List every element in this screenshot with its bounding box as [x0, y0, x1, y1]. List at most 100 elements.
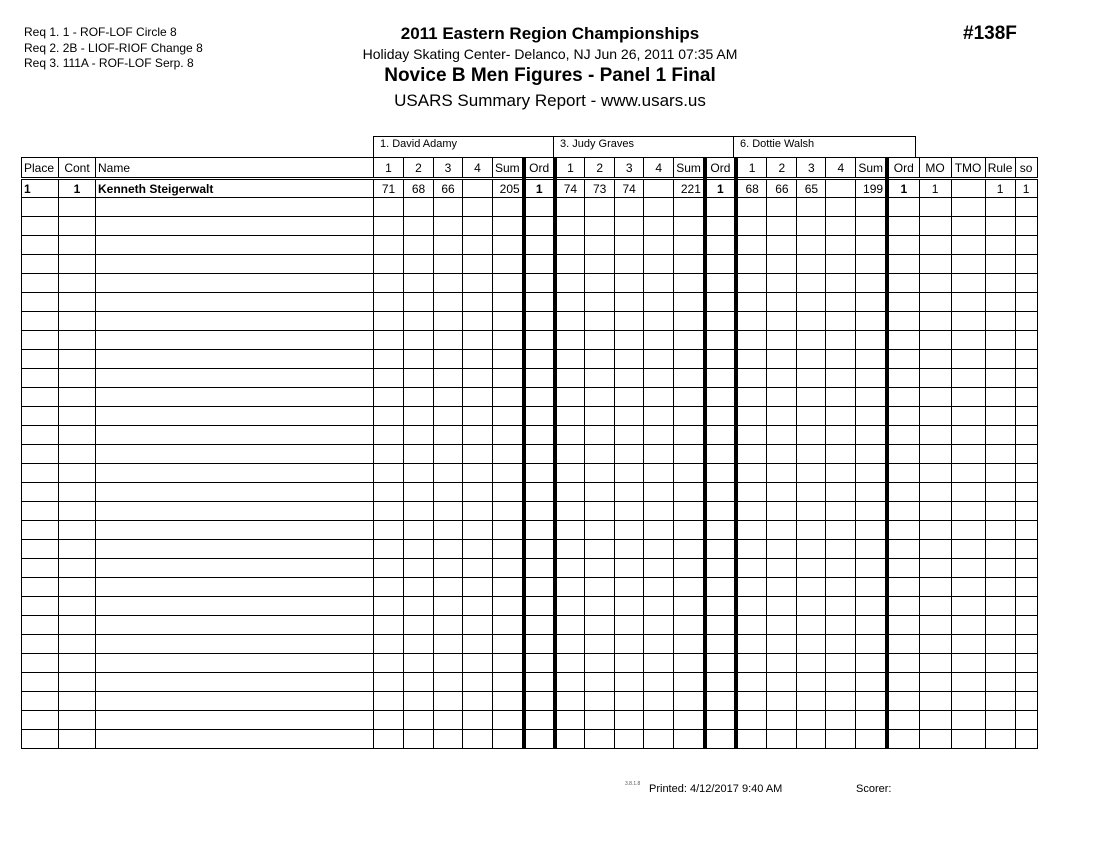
table-cell: [95, 254, 374, 274]
table-cell: [433, 710, 463, 730]
table-cell: [796, 349, 827, 369]
column-header: 4: [643, 157, 675, 180]
table-cell: [825, 387, 857, 407]
table-cell: [491, 235, 525, 255]
table-cell: [95, 216, 374, 236]
table-cell: [984, 463, 1016, 483]
table-cell: [373, 539, 404, 559]
table-cell: [433, 672, 463, 692]
table-cell: [855, 273, 888, 293]
table-cell: [58, 197, 96, 217]
table-cell: [855, 577, 888, 597]
table-cell: [403, 501, 434, 521]
table-cell: [796, 653, 827, 673]
table-cell: [643, 444, 675, 464]
table-cell: [950, 406, 986, 426]
table-cell: [614, 425, 645, 445]
table-cell: [855, 539, 888, 559]
table-cell: [825, 273, 857, 293]
table-cell: [1014, 729, 1038, 749]
table-cell: [766, 577, 798, 597]
table-cell: [855, 368, 888, 388]
table-cell: [614, 273, 645, 293]
table-cell: [521, 615, 556, 635]
table-cell: [766, 520, 798, 540]
table-cell: [95, 311, 374, 331]
table-cell: [462, 273, 493, 293]
table-cell: [373, 292, 404, 312]
table-cell: [552, 311, 586, 331]
table-cell: [702, 349, 737, 369]
table-cell: [885, 691, 920, 711]
table-cell: [552, 653, 586, 673]
table-cell: [918, 463, 952, 483]
table-cell: [491, 539, 525, 559]
table-cell: [462, 197, 493, 217]
table-cell: [491, 615, 525, 635]
table-cell: [950, 672, 986, 692]
table-cell: [403, 254, 434, 274]
column-header: MO: [918, 157, 952, 180]
table-cell: [766, 349, 798, 369]
table-cell: [984, 368, 1016, 388]
table-cell: [58, 330, 96, 350]
table-cell: [403, 387, 434, 407]
table-cell: [643, 216, 675, 236]
table-cell: [95, 482, 374, 502]
table-cell: [95, 501, 374, 521]
table-cell: [433, 558, 463, 578]
column-header: 4: [825, 157, 857, 180]
empty-row: [21, 577, 1038, 597]
table-cell: [521, 463, 556, 483]
table-cell: [855, 501, 888, 521]
table-cell: [521, 691, 556, 711]
table-cell: [984, 235, 1016, 255]
table-cell: [885, 729, 920, 749]
table-cell: [584, 729, 616, 749]
table-cell: [673, 273, 706, 293]
table-cell: [766, 406, 798, 426]
table-cell: [733, 501, 768, 521]
table-cell: [918, 501, 952, 521]
table-cell: [462, 292, 493, 312]
table-cell: [766, 539, 798, 559]
table-cell: [462, 463, 493, 483]
table-cell: [403, 577, 434, 597]
table-cell: [21, 444, 59, 464]
empty-row: [21, 596, 1038, 616]
table-cell: [21, 368, 59, 388]
table-cell: [643, 463, 675, 483]
table-cell: [733, 425, 768, 445]
table-cell: [462, 387, 493, 407]
judge-1: 1. David Adamy: [373, 136, 554, 157]
table-cell: [984, 330, 1016, 350]
table-cell: [796, 520, 827, 540]
table-cell: [950, 634, 986, 654]
event-number: #138F: [963, 23, 1017, 44]
table-cell: [1014, 311, 1038, 331]
table-cell: [825, 178, 857, 198]
table-cell: [373, 406, 404, 426]
column-header: Place: [21, 157, 59, 180]
table-cell: [796, 444, 827, 464]
table-cell: [885, 615, 920, 635]
table-cell: [521, 558, 556, 578]
table-cell: [521, 444, 556, 464]
venue-date: Holiday Skating Center- Delanco, NJ Jun …: [362, 46, 738, 62]
table-cell: [825, 729, 857, 749]
table-cell: [552, 596, 586, 616]
table-cell: [702, 691, 737, 711]
table-cell: [614, 406, 645, 426]
table-cell: [885, 596, 920, 616]
table-cell: [702, 501, 737, 521]
table-cell: [584, 520, 616, 540]
table-cell: [21, 387, 59, 407]
table-cell: [58, 558, 96, 578]
table-cell: [462, 368, 493, 388]
empty-row: [21, 311, 1038, 331]
table-cell: [21, 330, 59, 350]
table-cell: [766, 330, 798, 350]
table-cell: [373, 444, 404, 464]
table-cell: [950, 197, 986, 217]
table-cell: [433, 273, 463, 293]
